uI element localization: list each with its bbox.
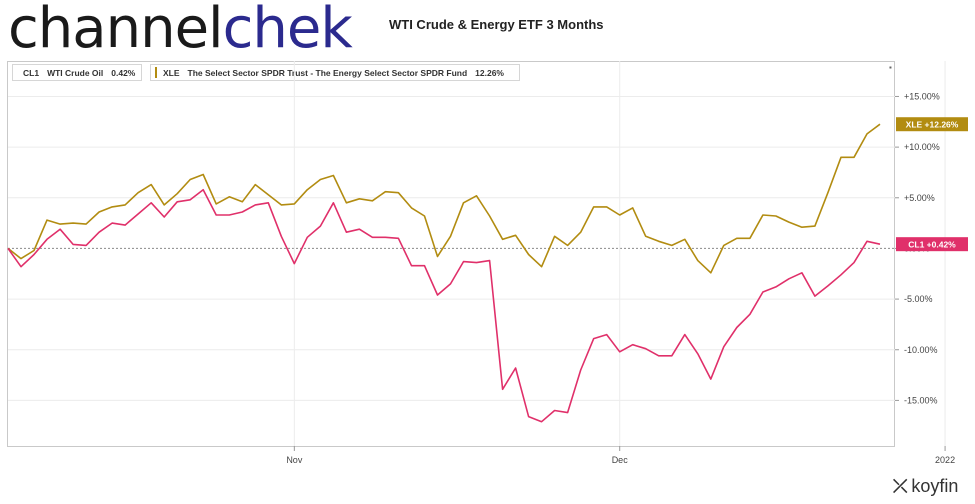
y-tick-label: -10.00% [904, 345, 938, 355]
koyfin-mark-icon: ⤫ [893, 476, 908, 496]
legend-name: The Select Sector SPDR Trust - The Energ… [187, 67, 468, 78]
chart-options-dot[interactable]: ▪ [889, 63, 892, 72]
channelchek-logo: channelchek [8, 0, 353, 64]
koyfin-text: koyfin [911, 476, 959, 496]
legend-symbol: XLE [163, 67, 180, 78]
end-label-cl1: CL1 +0.42% [908, 240, 956, 250]
legend-item-xle[interactable]: XLE The Select Sector SPDR Trust - The E… [150, 64, 520, 81]
y-tick-label: -5.00% [904, 294, 933, 304]
legend-item-cl1[interactable]: CL1 WTI Crude Oil 0.42% [12, 64, 142, 81]
x-tick-label: 2022 [935, 455, 955, 465]
series-line-xle [7, 123, 881, 274]
koyfin-logo: ⤫ koyfin [893, 476, 958, 497]
y-tick-label: +15.00% [904, 91, 940, 101]
y-tick-label: +5.00% [904, 193, 935, 203]
y-tick-label: +10.00% [904, 142, 940, 152]
end-label-xle: XLE +12.26% [906, 120, 959, 130]
x-tick-label: Dec [612, 455, 629, 465]
end-label-box-cl1 [896, 237, 968, 252]
series-line-cl1 [7, 188, 881, 423]
y-tick-label: -15.00% [904, 395, 938, 405]
x-tick-label: Nov [286, 455, 303, 465]
chart-title: WTI Crude & Energy ETF 3 Months [389, 17, 604, 32]
legend-change: 0.42% [111, 67, 136, 78]
legend-swatch-xle [155, 67, 157, 78]
logo-text-chek: chek [222, 0, 353, 61]
legend-change: 12.26% [475, 67, 504, 78]
end-label-box-xle [896, 117, 968, 132]
legend-name: WTI Crude Oil [47, 67, 104, 78]
logo-text-channel: channel [8, 0, 224, 61]
chart-frame [7, 61, 895, 447]
legend-symbol: CL1 [23, 67, 40, 78]
